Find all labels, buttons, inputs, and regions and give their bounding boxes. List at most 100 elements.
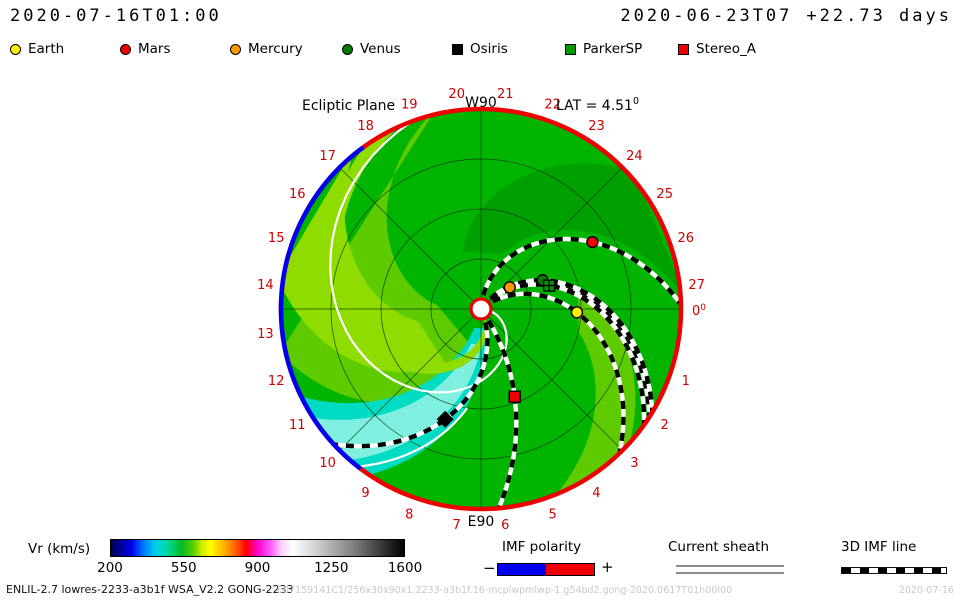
current-sheath-sample [676,565,784,574]
legend-item-parkersp: ParkerSP [565,41,642,57]
day-label-2: 2 [661,418,669,433]
imf-line-mars [481,236,681,306]
latitude-label: LAT = 4.510 [556,96,639,114]
run-start-elapsed: 2020-06-23T07 +22.73 days [620,6,952,26]
legend-label: Mercury [248,41,303,57]
imf-line-mercury [489,279,652,418]
legend-item-mars: Mars [120,41,171,57]
day-label-11: 11 [289,418,306,433]
day-label-20: 20 [448,87,465,102]
current-model-time: 2020-07-16T01:00 [10,6,222,26]
legend-label: Venus [360,41,401,57]
imf-line-earth [491,291,626,454]
day-label-10: 10 [319,456,336,471]
marker-mercury [503,281,516,294]
day-label-15: 15 [268,231,285,246]
day-label-18: 18 [357,119,374,134]
legend-label: Mars [138,41,171,57]
stream-fast-stream-west-core [281,145,445,372]
day-label-16: 16 [289,187,306,202]
colorbar-tick-1250: 1250 [314,560,349,576]
marker-osiris [436,410,454,428]
zero-longitude-label: 00 [692,303,706,319]
plot-overlays [278,106,684,512]
grid-spoke [487,315,623,451]
current-sheath-title: Current sheath [668,539,770,555]
imf-plus-label: + [601,558,614,576]
colorbar-ticks: 200 550 900 1250 1600 [97,560,422,576]
day-label-14: 14 [257,278,274,293]
legend-item-stereo_a: Stereo_A [678,41,756,57]
west-limb-label: W90 [465,95,497,111]
legend-item-osiris: Osiris [452,41,508,57]
east-limb-label: E90 [468,514,495,530]
mars-legend-marker [120,43,131,55]
marker-stereo_a [508,390,521,403]
marker-earth [570,306,584,319]
imf-line-osiris [333,321,490,449]
legend-label: Stereo_A [696,41,756,57]
imf-positive-swatch [546,564,594,575]
day-label-25: 25 [656,187,673,202]
current-sheet-line [329,120,508,394]
colorbar-tick-200: 200 [97,560,123,576]
legend-label: ParkerSP [583,41,643,57]
run-config-text: E07159141C1/256x30x90x1.2233-a3b1f.16-mc… [277,585,733,596]
sun-marker [469,297,493,321]
colorbar-tick-900: 900 [244,560,271,576]
grid-spoke [487,167,623,303]
plot-title: Ecliptic Plane [302,98,395,114]
stereo_a-legend-marker [678,43,689,55]
model-version-text: ENLIL-2.7 lowres-2233-a3b1f WSA_V2.2 GON… [6,583,294,596]
day-label-12: 12 [268,374,285,389]
osiris-legend-marker [452,43,463,55]
day-label-1: 1 [682,374,690,389]
day-label-17: 17 [319,149,336,164]
day-label-5: 5 [549,507,557,522]
grid-spoke [339,315,475,451]
day-label-22: 22 [544,98,561,113]
marker-parkersp [542,279,556,292]
imf-line-venus [488,277,655,413]
imf-polarity-title: IMF polarity [502,539,582,555]
day-label-6: 6 [501,518,509,533]
day-label-19: 19 [401,98,418,113]
current-sheet-line [357,407,468,468]
day-label-8: 8 [405,507,413,522]
day-label-7: 7 [453,518,461,533]
grid-spoke [339,167,475,303]
colorbar-title: Vr (km/s) [28,541,91,557]
day-label-9: 9 [361,486,369,501]
imf-minus-label: − [483,559,496,577]
imf-line-stereo_a [486,319,519,509]
velocity-colorbar [110,539,405,557]
legend-label: Osiris [470,41,508,57]
earth-legend-marker [10,43,21,55]
stream-stream-east-dark [462,163,681,301]
day-label-4: 4 [592,486,600,501]
legend-item-venus: Venus [342,41,401,57]
colorbar-tick-550: 550 [170,560,197,576]
marker-mars [586,235,599,249]
mercury-legend-marker [230,43,241,55]
imf-3d-line-title: 3D IMF line [841,539,917,555]
run-date-text: 2020-07-16 [898,585,954,596]
stream-stream-south [547,286,636,505]
colorbar-tick-1600: 1600 [387,560,423,576]
day-label-13: 13 [257,327,274,342]
legend-item-mercury: Mercury [230,41,303,57]
stream-slow-stream-cyan-core [305,343,481,461]
venus-legend-marker [342,43,353,55]
day-label-3: 3 [630,456,638,471]
day-label-27: 27 [688,278,705,293]
day-label-23: 23 [588,119,605,134]
elapsed-days: +22.73 days [806,6,952,26]
boundary-blue-arc [278,145,365,471]
day-label-26: 26 [678,231,695,246]
day-label-24: 24 [626,149,643,164]
imf-polarity-bar [497,563,595,576]
imf-negative-swatch [498,564,546,575]
run-start-time: 2020-06-23T07 [620,6,793,26]
